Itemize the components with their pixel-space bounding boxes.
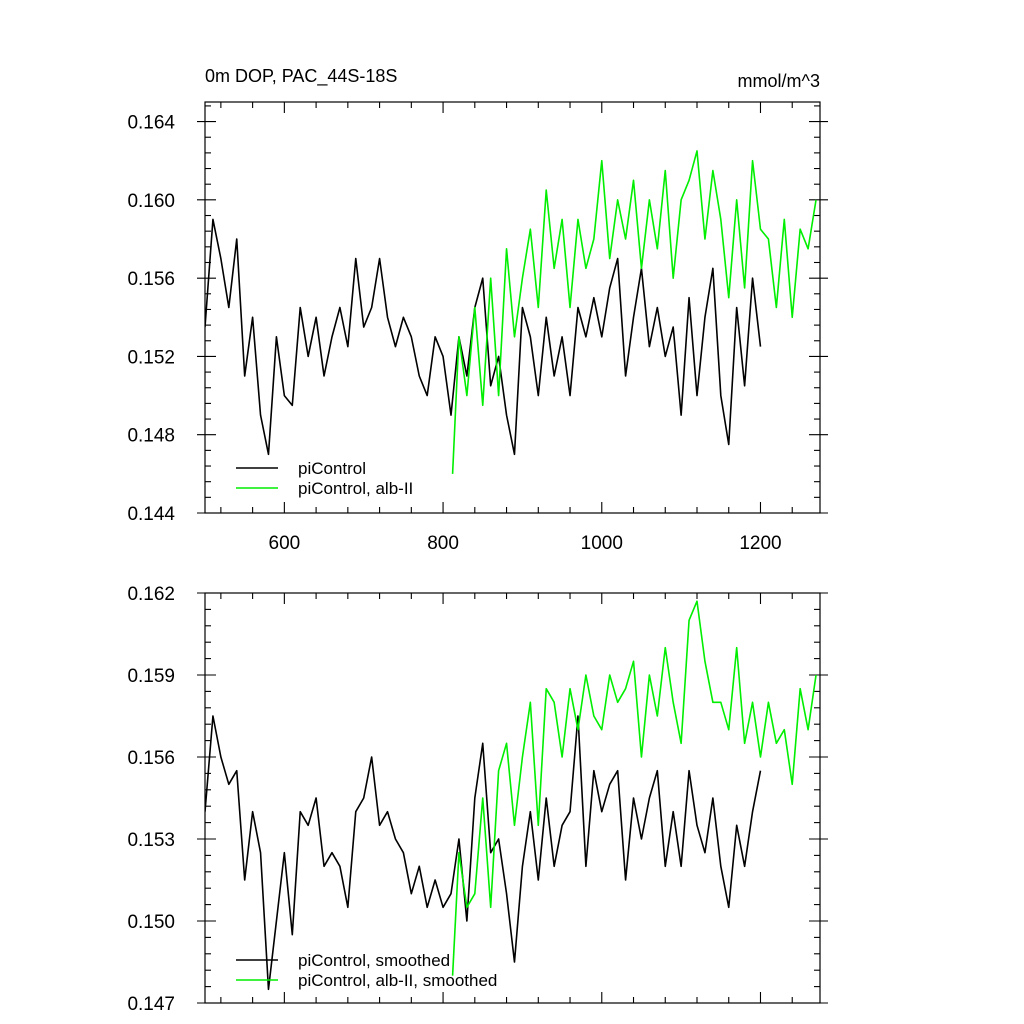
top-chart-title: 0m DOP, PAC_44S-18S [205,66,397,87]
bottom-panel: 0.147 0.150 0.153 0.156 0.159 0.162 piControl,… [127,584,828,1015]
top-series-line-0 [205,218,762,456]
top-x-tick-label: 600 [269,533,301,554]
top-y-tick-label: 0.148 [127,426,175,447]
top-y-tick-label: 0.152 [127,347,175,368]
bottom-y-tick-label: 0.153 [127,830,175,851]
bottom-y-tick-label: 0.150 [127,912,175,933]
bottom-legend-label-1: piControl, alb-II, smoothed [298,971,497,990]
top-y-tick-label: 0.144 [127,504,175,525]
top-x-tick-label: 1000 [581,533,623,554]
top-panel: 600 800 1000 1200 0.144 0.148 0.152 0.156 0.160 0… [127,66,828,554]
top-x-tick-label: 800 [427,533,459,554]
bottom-plot-frame [204,592,821,1004]
bottom-y-tick-label: 0.156 [127,748,175,769]
top-x-tick-label: 1200 [739,533,781,554]
bottom-series-line-1 [451,600,817,976]
top-y-tick-label: 0.164 [127,113,175,134]
top-y-tick-label: 0.160 [127,191,175,212]
bottom-y-tick-label: 0.159 [127,666,175,687]
top-legend-label-0: piControl [298,459,366,478]
top-plot-frame [204,101,821,514]
top-units-label: mmol/m^3 [738,71,820,91]
top-series-line-1 [451,150,817,474]
top-y-tick-label: 0.156 [127,269,175,290]
top-legend-label-1: piControl, alb-II [298,479,413,498]
bottom-legend-label-0: piControl, smoothed [298,951,450,970]
bottom-series-line-0 [205,715,762,991]
bottom-y-tick-label: 0.147 [127,994,175,1015]
bottom-y-tick-label: 0.162 [127,584,175,605]
